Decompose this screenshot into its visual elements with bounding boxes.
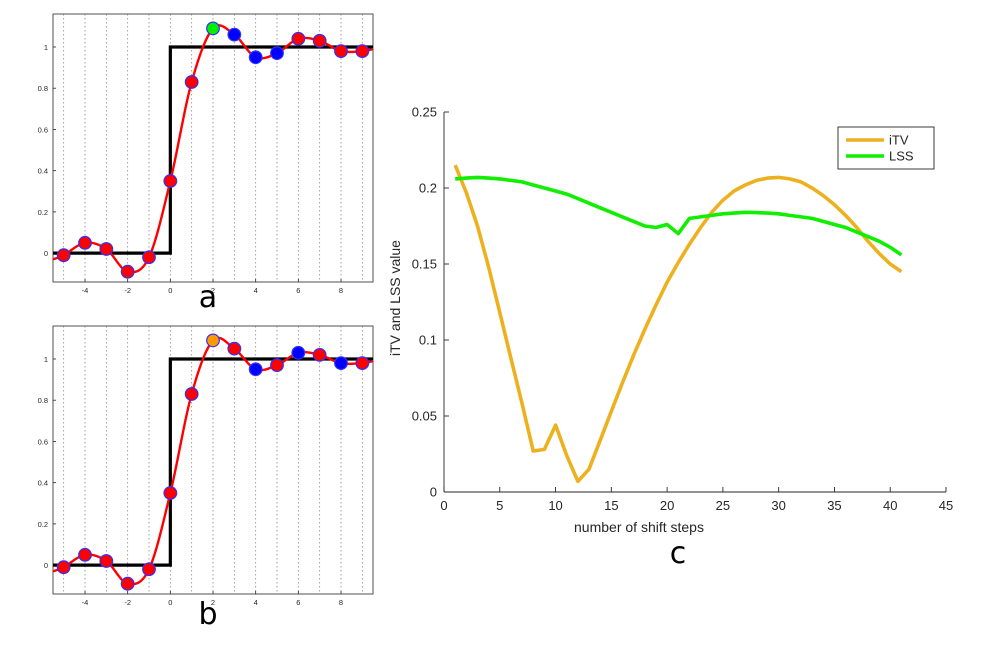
panel-1-sample-point: [163, 486, 178, 500]
panel-0-xtick-label: 2: [211, 286, 215, 295]
panel-c-legend: [837, 126, 935, 170]
panel-c-xtick-label: 30: [771, 498, 785, 513]
panel-c-series-lss: [455, 175, 903, 257]
panel-c-xtick-label: 0: [440, 498, 447, 513]
panel-0-sample-point: [355, 44, 370, 59]
panel-c-itv-lss-chart: 0 5 10 15 20 25 30 35 40 45 0 0.05 0.1 0.15 0.2 0.25 num…: [387, 105, 953, 536]
panel-0-sample-point: [78, 235, 92, 250]
panel-1-sample-point: [334, 356, 348, 371]
panel-0-sample-point: [270, 46, 284, 61]
panel-0-xtick-label: 0: [168, 286, 172, 295]
panel-0-sample-point: [312, 33, 327, 48]
panel-1-sample-point: [248, 362, 263, 377]
panel-0-sample-point: [120, 264, 135, 279]
panel-1-xtick-label: 2: [211, 598, 215, 607]
panel-0-ytick-label: 0.6: [38, 125, 48, 134]
panel-0-ytick-label: 0: [44, 249, 48, 258]
panel-c-xtick-label: 5: [496, 498, 503, 513]
panel-0-ytick-label: 0.8: [38, 84, 48, 93]
panel-1-xtick-label: 0: [168, 598, 172, 607]
panel-1-sample-point: [120, 576, 135, 591]
panel-1-sample-point: [142, 562, 156, 577]
panel-0-sample-point: [184, 75, 199, 89]
panel-0-sample-point: [227, 27, 242, 42]
panel-0-xtick-label: -2: [124, 286, 131, 295]
panel-c-series-itv: [453, 164, 903, 484]
panel-c-xtick-label: 20: [660, 498, 674, 513]
panel-c-xtick-label: 15: [604, 498, 618, 513]
panel-0-ytick-label: 1: [44, 43, 48, 52]
panel-1-sample-point: [99, 554, 114, 568]
panel-0-sample-point: [248, 50, 263, 65]
panel-c-legend-label: iTV: [889, 133, 909, 148]
panel-1-sample-point: [355, 356, 370, 371]
panel-1-sample-point: [270, 358, 284, 373]
panel-1-ytick-label: 0.6: [38, 437, 48, 446]
panel-0-xtick-label: 6: [296, 286, 300, 295]
panel-1-xtick-label: -4: [82, 598, 89, 607]
panel-c-ytick-label: 0.05: [412, 409, 437, 424]
panel-0-sample-point: [142, 250, 156, 265]
panel-1-ytick-label: 0.8: [38, 396, 48, 405]
panel-c-xtick-label: 45: [939, 498, 953, 513]
panel-1-xtick-label: 6: [296, 598, 300, 607]
panel-0-sample-point: [163, 174, 178, 188]
panel-c-xtick-label: 25: [716, 498, 730, 513]
panel-0-xtick-label: -4: [82, 286, 89, 295]
panel-1-sample-point: [227, 341, 242, 356]
panel-c-xtick-label: 10: [548, 498, 562, 513]
panel-c-ytick-label: 0.15: [412, 257, 437, 272]
panel-0-xtick-label: 4: [254, 286, 258, 295]
panel-0-ytick-label: 0.4: [38, 167, 48, 176]
panel-b-step-response: -4 -2 0 2 4 6 8 0 0.2 0.4 0.6 0.8 1: [38, 325, 374, 607]
panel-c-ytick-label: 0.1: [419, 333, 437, 348]
panel-c-ytick-label: 0.25: [412, 105, 437, 120]
panel-1-xtick-label: -2: [124, 598, 131, 607]
panel-1-xtick-label: 8: [339, 598, 343, 607]
panel-a-step-response: -4 -2 0 2 4 6 8 0 0.2 0.4 0.6 0.8 1: [38, 13, 374, 295]
panel-1-sample-point: [206, 333, 220, 348]
panel-c-letter: c: [670, 536, 687, 571]
panel-c-legend-label: LSS: [889, 149, 914, 164]
panel-b-letter: b: [198, 597, 217, 632]
panel-0-ytick-label: 0.2: [38, 208, 48, 217]
panel-0-sample-point: [291, 31, 306, 46]
panel-a-letter: a: [199, 280, 217, 315]
panel-1-ytick-label: 1: [44, 355, 48, 364]
panel-c-ytick-label: 0.2: [419, 181, 437, 196]
panel-0-xtick-label: 8: [339, 286, 343, 295]
panel-1-sample-point: [291, 345, 306, 360]
panel-1-sample-point: [56, 560, 71, 575]
panel-1-sample-point: [78, 547, 92, 562]
panel-c-xtick-label: 40: [883, 498, 897, 513]
panel-1-ytick-label: 0.4: [38, 479, 48, 488]
panel-c-ytick-label: 0: [430, 485, 437, 500]
panel-0-sample-point: [56, 248, 71, 263]
panel-1-ytick-label: 0.2: [38, 520, 48, 529]
panel-1-sample-point: [184, 387, 199, 401]
panel-c-xtick-label: 35: [827, 498, 841, 513]
panel-1-xtick-label: 4: [254, 598, 258, 607]
panel-0-sample-point: [206, 21, 220, 36]
panel-1-sample-point: [312, 347, 327, 362]
panel-1-ytick-label: 0: [44, 561, 48, 570]
panel-0-sample-point: [99, 242, 114, 256]
panel-c-xlabel: number of shift steps: [574, 519, 704, 535]
panel-c-ylabel: iTV and LSS value: [387, 240, 403, 356]
panel-0-sample-point: [334, 44, 348, 59]
